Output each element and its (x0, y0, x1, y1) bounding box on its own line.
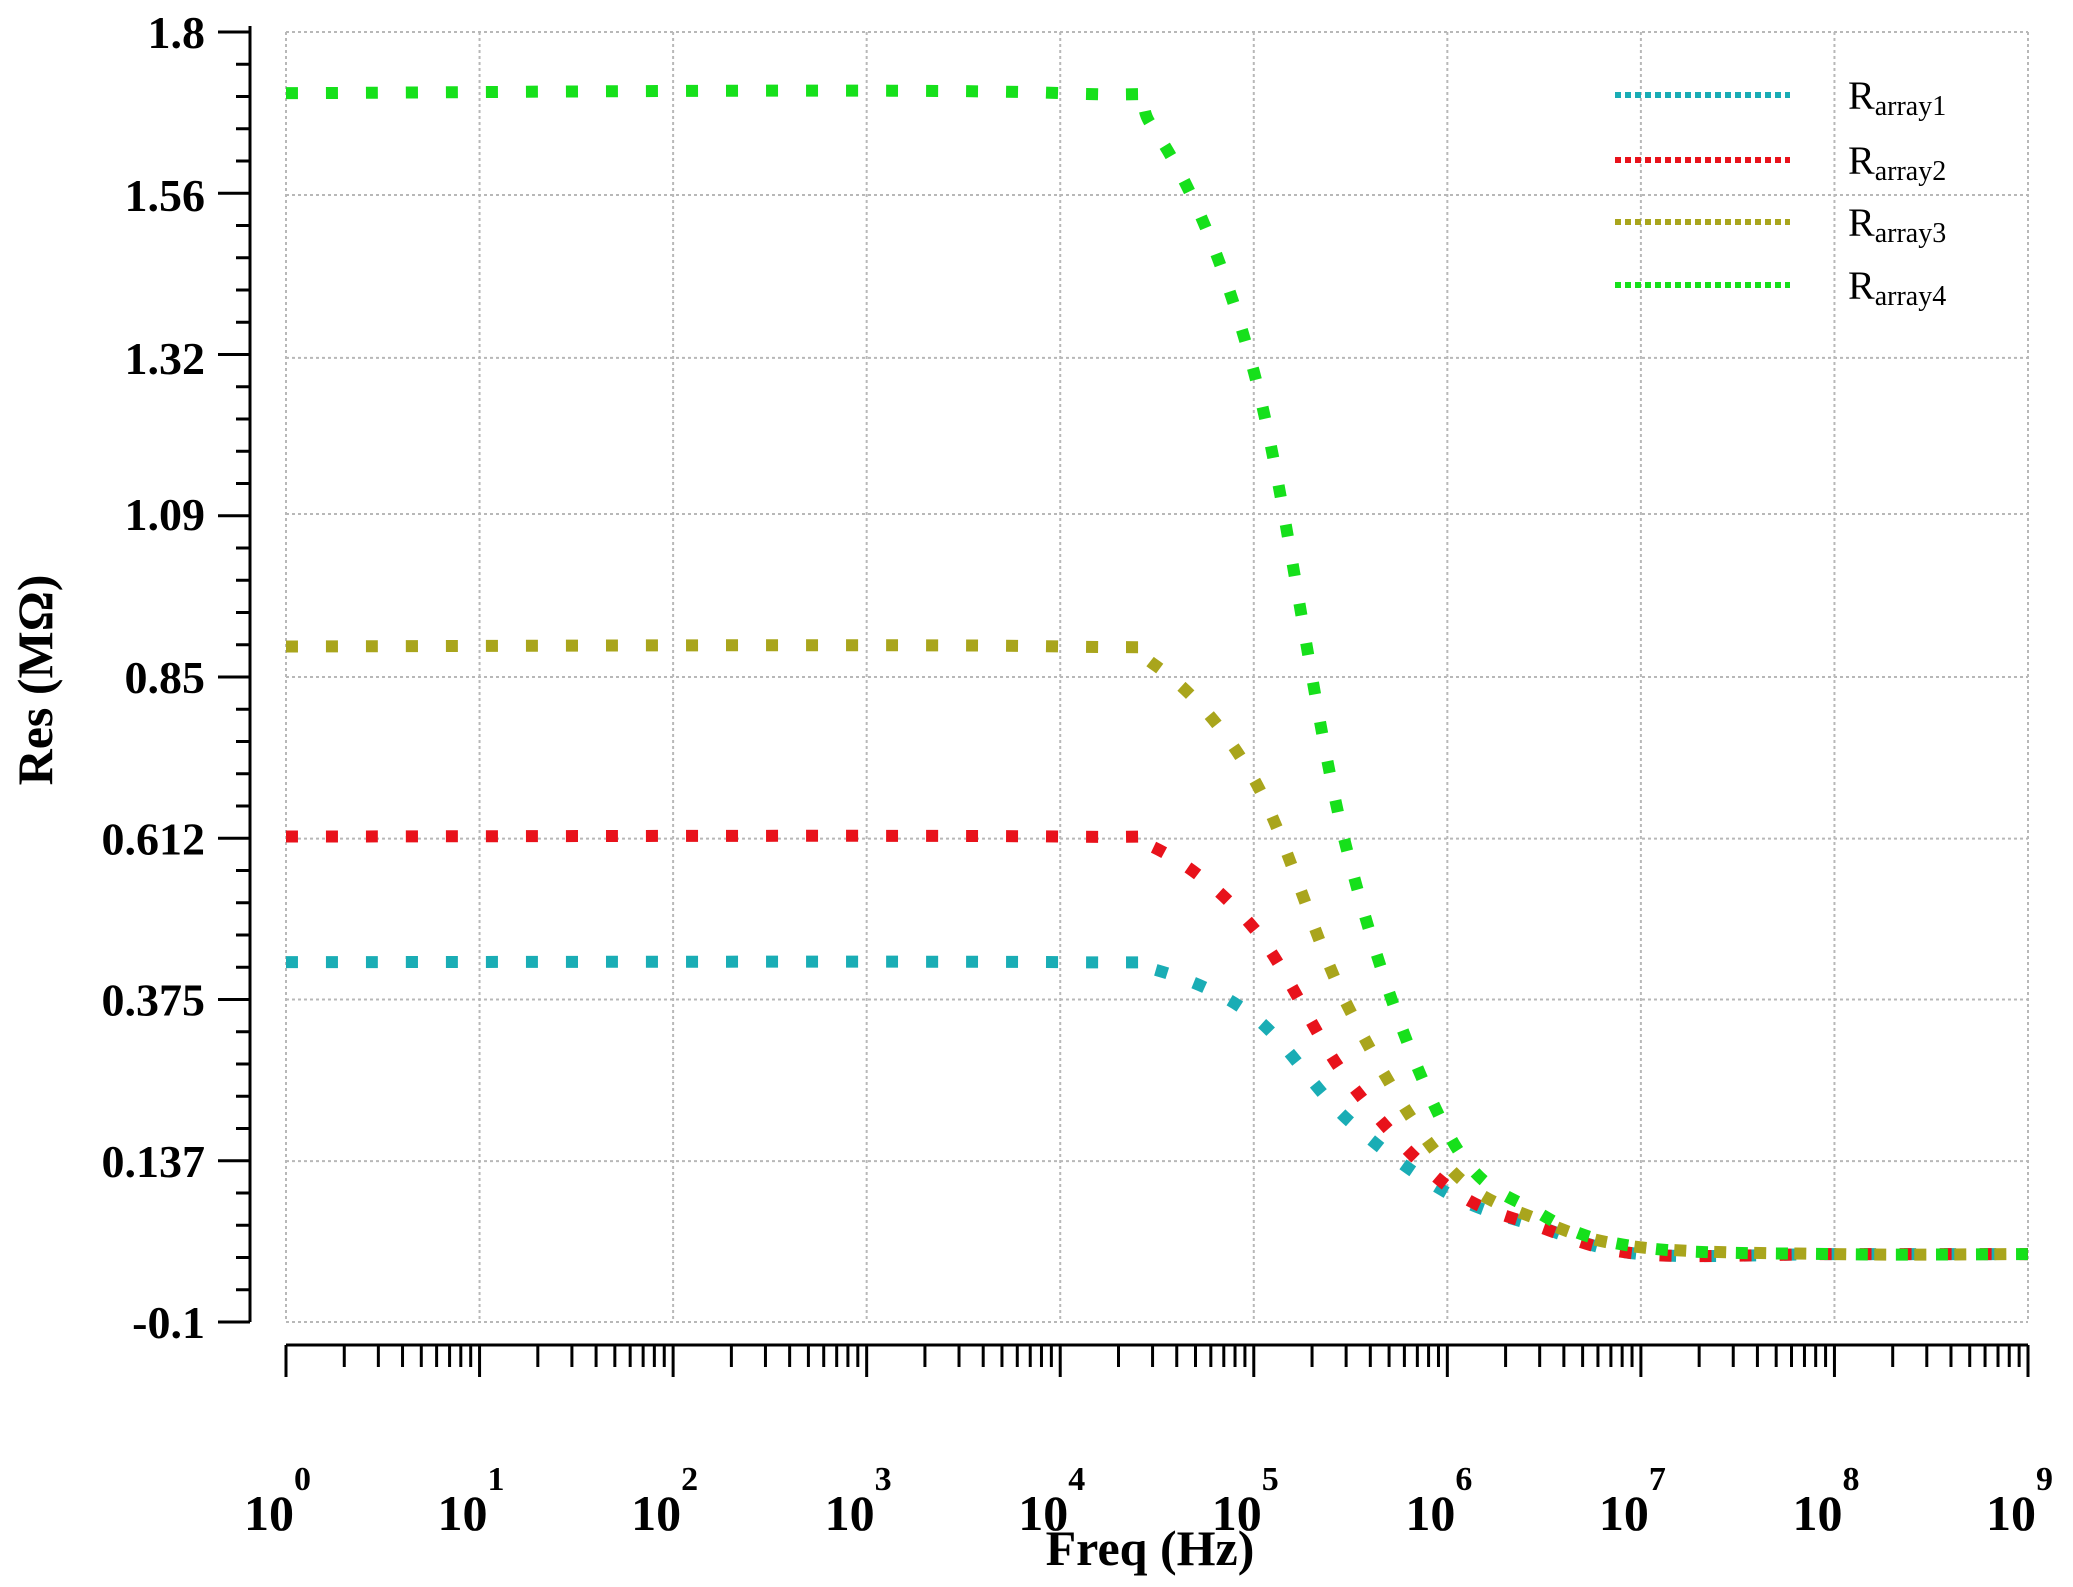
legend-label-sub: array1 (1875, 91, 1947, 122)
x-tick-exponent: 8 (1842, 1461, 1859, 1498)
legend-label: Rarray1 (1848, 73, 1946, 122)
series-line-Rarray2 (285, 829, 2028, 1263)
x-tick-label: 10 (825, 1485, 875, 1541)
axes (218, 26, 2030, 1377)
y-tick-label: 0.612 (102, 814, 206, 865)
legend: Rarray1 Rarray2 Rarray3 Rarray4 (1615, 73, 1946, 312)
legend-entry: Rarray2 (1615, 138, 1946, 187)
legend-entry: Rarray1 (1615, 73, 1946, 122)
x-tick-exponent: 7 (1649, 1461, 1666, 1498)
x-tick-exponent: 2 (681, 1461, 698, 1498)
legend-label-sub: array3 (1875, 218, 1947, 249)
grid (285, 31, 2029, 1323)
x-tick-exponent: 4 (1068, 1461, 1085, 1498)
x-tick-exponent: 1 (488, 1461, 505, 1498)
y-axis-label: Res (MΩ) (7, 575, 63, 786)
x-tick-label: 10 (438, 1485, 488, 1541)
x-tick-exponent: 0 (294, 1461, 311, 1498)
series-line-Rarray3 (285, 639, 2029, 1261)
y-tick-label: 1.56 (125, 170, 206, 221)
x-tick-label: 10 (244, 1485, 294, 1541)
x-tick-label: 10 (631, 1485, 681, 1541)
series-line-Rarray1 (285, 955, 2028, 1263)
x-tick-exponent: 9 (2036, 1461, 2053, 1498)
series-line-Rarray4 (285, 84, 2029, 1261)
legend-label-sub: array2 (1875, 156, 1947, 187)
y-tick-label: 0.375 (102, 975, 206, 1026)
y-tick-label: 1.09 (125, 489, 206, 540)
legend-entry: Rarray3 (1615, 200, 1946, 249)
legend-label-sub: array4 (1875, 281, 1947, 312)
y-ticks: -0.1 0.137 0.375 0.612 0.85 1.09 1.32 1.56 1.8 (102, 7, 206, 1348)
series-lines (285, 84, 2029, 1263)
legend-label: Rarray3 (1848, 200, 1946, 249)
x-tick-label: 10 (1212, 1485, 1262, 1541)
x-axis-label: Freq (Hz) (1046, 1520, 1255, 1576)
x-tick-label: 10 (1986, 1485, 2036, 1541)
legend-entry: Rarray4 (1615, 263, 1946, 312)
x-tick-exponent: 6 (1455, 1461, 1472, 1498)
x-tick-label: 10 (1792, 1485, 1842, 1541)
x-tick-label: 10 (1599, 1485, 1649, 1541)
y-tick-label: 0.85 (125, 652, 206, 703)
x-tick-label: 10 (1018, 1485, 1068, 1541)
x-tick-exponent: 3 (875, 1461, 892, 1498)
legend-label: Rarray4 (1848, 263, 1946, 312)
legend-label: Rarray2 (1848, 138, 1946, 187)
x-tick-exponent: 5 (1262, 1461, 1279, 1498)
x-tick-label: 10 (1405, 1485, 1455, 1541)
y-tick-label: 1.8 (148, 7, 206, 58)
y-tick-label: -0.1 (132, 1297, 205, 1348)
y-tick-label: 1.32 (125, 333, 206, 384)
y-tick-label: 0.137 (102, 1136, 206, 1187)
